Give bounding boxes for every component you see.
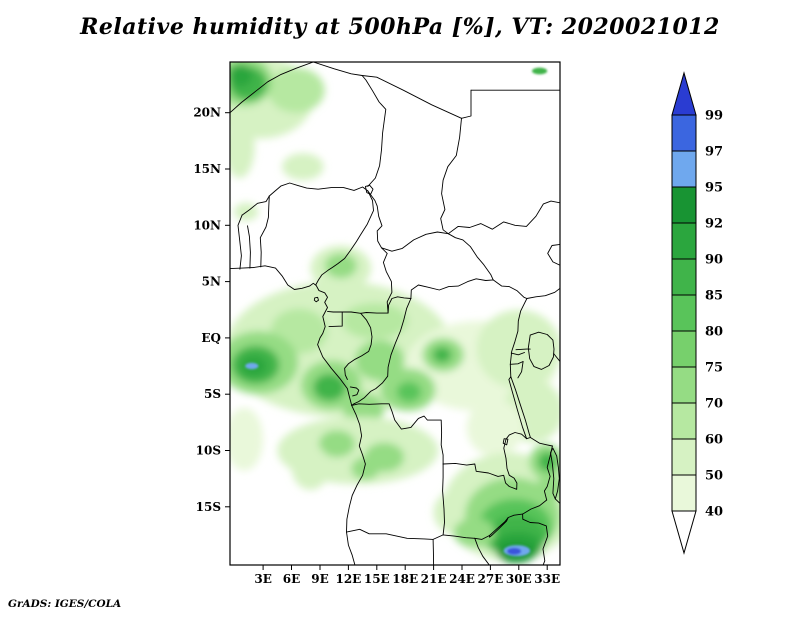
- svg-text:80: 80: [705, 325, 723, 340]
- svg-text:5N: 5N: [202, 275, 221, 289]
- svg-text:75: 75: [705, 361, 723, 376]
- svg-text:5S: 5S: [204, 387, 221, 401]
- svg-text:85: 85: [705, 289, 723, 304]
- svg-text:90: 90: [705, 253, 723, 268]
- colorbar: 99 97 95 92 90 85 80 75 70 60 50 40: [671, 71, 723, 555]
- svg-text:15S: 15S: [196, 500, 221, 514]
- svg-text:30E: 30E: [506, 572, 532, 586]
- svg-text:21E: 21E: [421, 572, 447, 586]
- svg-text:50: 50: [705, 469, 723, 484]
- svg-text:12E: 12E: [335, 572, 361, 586]
- figure-title: Relative humidity at 500hPa [%], VT: 202…: [80, 14, 720, 40]
- svg-text:95: 95: [705, 181, 723, 196]
- svg-text:20N: 20N: [193, 106, 221, 120]
- grads-credit: GrADS: IGES/COLA: [8, 598, 122, 610]
- svg-text:97: 97: [705, 145, 723, 160]
- svg-text:99: 99: [705, 109, 723, 124]
- svg-text:10S: 10S: [196, 444, 221, 458]
- svg-text:92: 92: [705, 217, 723, 232]
- svg-text:40: 40: [705, 505, 723, 520]
- svg-text:10N: 10N: [193, 218, 221, 232]
- svg-text:60: 60: [705, 433, 723, 448]
- svg-text:70: 70: [705, 397, 723, 412]
- svg-text:3E: 3E: [254, 572, 272, 586]
- svg-text:15E: 15E: [364, 572, 390, 586]
- svg-text:33E: 33E: [534, 572, 560, 586]
- svg-text:18E: 18E: [392, 572, 418, 586]
- svg-text:27E: 27E: [477, 572, 503, 586]
- svg-text:6E: 6E: [283, 572, 301, 586]
- svg-text:15N: 15N: [193, 162, 221, 176]
- svg-text:24E: 24E: [449, 572, 475, 586]
- svg-text:EQ: EQ: [201, 331, 221, 345]
- map-plot: 3E 6E 9E 12E 15E 18E 21E 24E 27E 30E 33E 20N 15N 10N 5…: [193, 61, 561, 586]
- svg-text:9E: 9E: [311, 572, 329, 586]
